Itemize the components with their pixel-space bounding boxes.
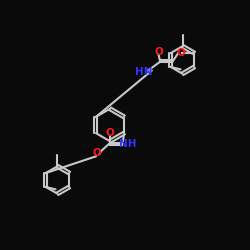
Text: O: O	[106, 128, 115, 138]
Text: O: O	[154, 48, 163, 58]
Text: O: O	[176, 48, 185, 58]
Text: NH: NH	[118, 139, 136, 149]
Text: O: O	[93, 148, 102, 158]
Text: HN: HN	[135, 67, 152, 77]
